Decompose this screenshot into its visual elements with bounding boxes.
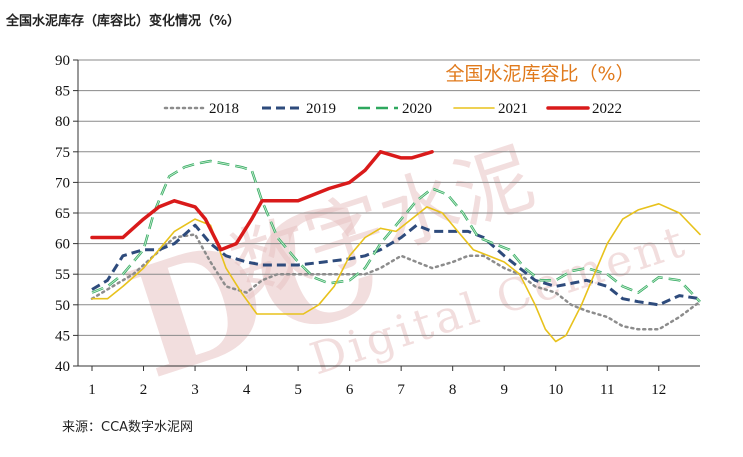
x-tick-label: 1 bbox=[88, 382, 96, 398]
x-tick-label: 11 bbox=[600, 382, 614, 398]
series-line-2018 bbox=[90, 233, 702, 331]
x-tick-label: 6 bbox=[346, 382, 354, 398]
x-tick-label: 10 bbox=[548, 382, 563, 398]
x-tick-label: 12 bbox=[651, 382, 666, 398]
y-tick-label: 55 bbox=[55, 267, 70, 283]
series-line-2022 bbox=[90, 150, 434, 252]
legend: 2018 2019 2020 2021 2022 bbox=[163, 101, 622, 117]
series-line-2020-inner bbox=[91, 160, 701, 303]
series-lines bbox=[90, 150, 702, 343]
page-title: 全国水泥库存（库容比）变化情况（%） bbox=[6, 14, 241, 29]
x-tick-label: 8 bbox=[449, 382, 457, 398]
x-tick-label: 3 bbox=[191, 382, 199, 398]
y-tick-label: 70 bbox=[55, 175, 70, 191]
y-tick-label: 40 bbox=[55, 359, 70, 375]
legend-label-2022: 2022 bbox=[592, 101, 622, 117]
y-tick-label: 80 bbox=[55, 114, 70, 130]
y-tick-label: 85 bbox=[55, 84, 70, 100]
legend-label-2020: 2020 bbox=[402, 101, 432, 117]
series-line-2021 bbox=[91, 203, 701, 343]
y-tick-label: 75 bbox=[55, 145, 70, 161]
chart-title: 全国水泥库容比（%） bbox=[445, 63, 634, 85]
y-tick-label: 60 bbox=[55, 237, 70, 253]
y-tick-label: 45 bbox=[55, 328, 70, 344]
x-tick-label: 7 bbox=[397, 382, 405, 398]
x-tick-label: 5 bbox=[294, 382, 302, 398]
series-line-2019 bbox=[91, 223, 701, 307]
legend-label-2021: 2021 bbox=[498, 101, 528, 117]
x-tick-label: 2 bbox=[140, 382, 148, 398]
y-tick-label: 50 bbox=[55, 298, 70, 314]
y-tick-label: 65 bbox=[55, 206, 70, 222]
x-tick-label: 4 bbox=[243, 382, 251, 398]
y-tick-label: 90 bbox=[55, 53, 70, 69]
x-tick-label: 9 bbox=[500, 382, 508, 398]
watermark-logo: DC bbox=[109, 168, 401, 410]
legend-label-2019: 2019 bbox=[306, 101, 336, 117]
source-note: 来源：CCA数字水泥网 bbox=[62, 420, 194, 435]
legend-label-2018: 2018 bbox=[209, 101, 239, 117]
